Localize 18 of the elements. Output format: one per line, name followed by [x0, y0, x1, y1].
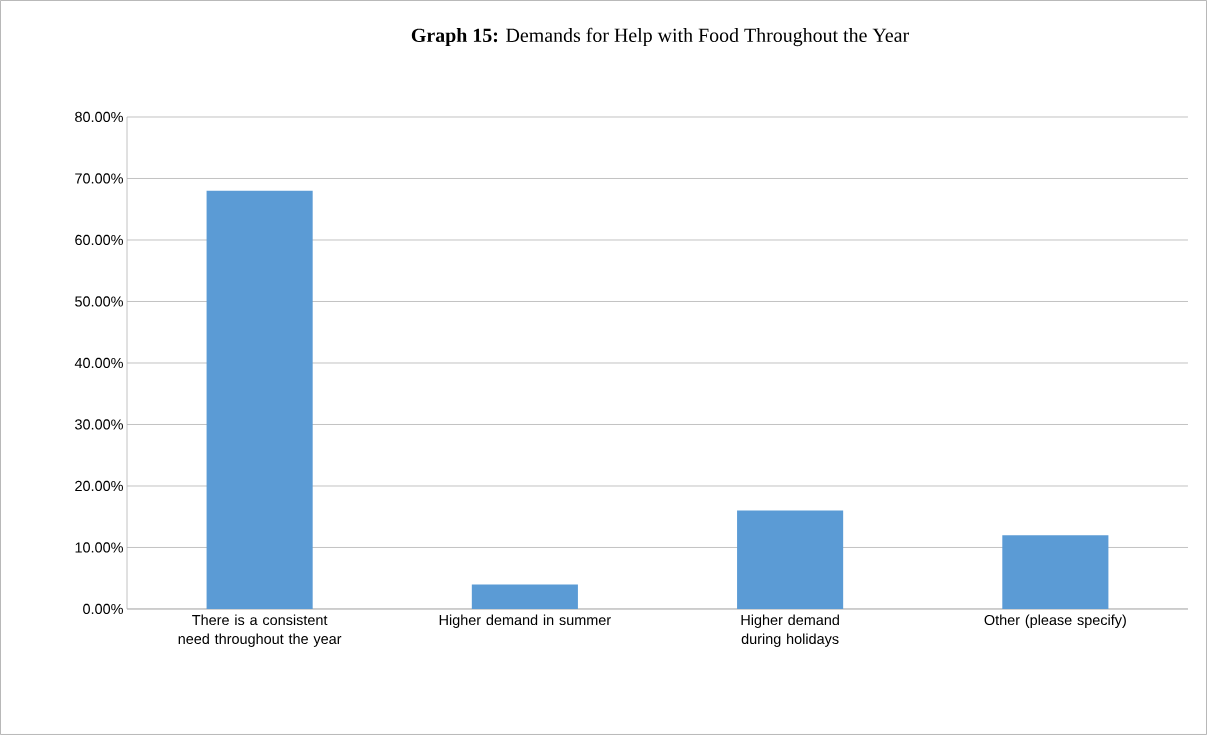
bar — [737, 510, 844, 609]
y-tick-label: 70.00% — [75, 173, 123, 184]
bar — [1002, 535, 1109, 609]
bar — [471, 584, 578, 609]
x-tick-label: Higher demand in summer — [439, 614, 611, 628]
y-tick-label: 50.00% — [75, 296, 123, 307]
y-tick-label: 60.00% — [75, 234, 123, 246]
x-tick-label: There is a consistent need throughout the year — [178, 614, 342, 647]
y-tick-label: 40.00% — [74, 357, 123, 369]
y-tick-label: 0.00% — [83, 603, 123, 615]
x-tick-label: Other (please specify) — [984, 614, 1126, 628]
y-tick-label: 10.00% — [75, 542, 123, 553]
bar — [206, 190, 313, 609]
y-tick-label: 30.00% — [75, 419, 123, 430]
x-tick-label: Higher demand during holidays — [741, 614, 839, 647]
chart-title: Graph 15: Demands for Help with Food Throughout the Year — [411, 27, 909, 47]
y-tick-label: 80.00% — [75, 111, 123, 123]
y-tick-label: 20.00% — [75, 480, 123, 492]
